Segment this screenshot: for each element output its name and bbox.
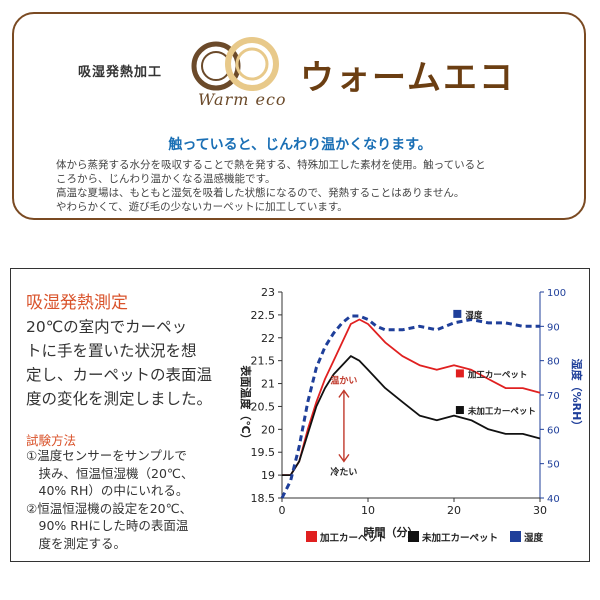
x-tick-label: 30 [533, 504, 547, 517]
brand-name: ウォームエコ [300, 58, 515, 98]
legend-swatch-1 [306, 531, 317, 542]
x-tick-label: 10 [361, 504, 375, 517]
y-axis-label-right: 湿度（%RH） [570, 359, 584, 432]
series-line-3 [280, 314, 540, 499]
x-tick-label: 20 [447, 504, 461, 517]
method-title: 試験方法 [26, 433, 77, 448]
y-tick-label-left: 18.5 [251, 492, 276, 505]
measurement-body-line: 20℃の室内でカーペッ [26, 318, 188, 336]
method-step-line: 挟み、恒温恒湿機（20℃、 [26, 465, 194, 481]
series-line-1 [282, 318, 541, 477]
cold-arrow-head [338, 453, 350, 463]
y-tick-label-left: 23 [261, 286, 275, 299]
y-tick-label-right: 60 [547, 425, 560, 436]
tagline: 触っていると、じんわり温かくなります。 [168, 137, 432, 153]
method-step-line: ②恒温恒湿機の設定を20℃、 [26, 500, 193, 516]
y-tick-label-right: 90 [547, 322, 560, 333]
legend-label-3: 湿度 [524, 532, 544, 544]
warm-eco-info-card [12, 12, 586, 220]
series-marker-1 [455, 369, 464, 378]
series-line-2 [282, 355, 541, 477]
description-line: やわらかくて、遊び毛の少ないカーペットに加工しています。 [56, 201, 348, 213]
y-tick-label-left: 20.5 [251, 400, 276, 413]
logo-ring-tan [225, 37, 279, 91]
legend-label-2: 未加工カーペット [421, 532, 498, 544]
series-marker-3 [453, 309, 462, 318]
x-tick-label: 0 [279, 504, 286, 517]
description-line: 体から蒸発する水分を吸収することで熱を発する、特殊加工した素材を使用。触っている… [56, 159, 486, 171]
y-tick-label-right: 40 [547, 494, 560, 505]
brand-prefix: 吸湿発熱加工 [78, 65, 163, 80]
legend-swatch-3 [510, 531, 521, 542]
measurement-title: 吸湿発熱測定 [26, 293, 128, 313]
legend-swatch-2 [408, 531, 419, 542]
method-step-line: 90% RHにした時の表面温 [26, 518, 189, 533]
logo-ring-tan-inner [235, 47, 269, 81]
warm-eco-logo [191, 37, 279, 91]
cold-label: 冷たい [330, 466, 357, 478]
series-inline-label: 加工カーペット [467, 369, 528, 380]
warm-arrow-head [338, 389, 350, 398]
y-tick-label-left: 19.5 [251, 446, 276, 459]
measurement-body-line: 度の変化を測定しました。 [26, 390, 213, 408]
description-line: ころから、じんわり温かくなる温感機能です。 [56, 173, 276, 185]
measurement-body-line: 定し、カーペットの表面温 [26, 366, 213, 384]
y-tick-label-right: 100 [547, 288, 566, 299]
y-tick-label-left: 20 [261, 423, 275, 436]
x-axis-label: 時間（分） [364, 525, 419, 539]
y-tick-label-right: 80 [547, 357, 560, 368]
method-step-line: 40% RH）の中にいれる。 [26, 483, 189, 498]
series-marker-2 [455, 406, 464, 415]
description-line: 高温な夏場は、もともと湿気を吸着した状態になるので、発熱することはありません。 [56, 187, 465, 199]
measurement-body: 20℃の室内でカーペッ トに手を置いた状況を想 定し、カーペットの表面温 度の変… [26, 315, 212, 411]
temperature-humidity-chart: 18.5 19 19.5 20 20.5 21 21.5 22 22.5 23 40 50 60 70 80… [239, 286, 584, 544]
method-step-line: ①温度センサーをサンプルで [26, 448, 187, 463]
y-tick-label-left: 19 [261, 469, 275, 482]
measurement-body-line: トに手を置いた状況を想 [26, 342, 197, 360]
description: 体から蒸発する水分を吸収することで熱を発する、特殊加工した素材を使用。触っている… [56, 158, 556, 214]
y-tick-label-left: 21 [261, 378, 275, 391]
y-tick-label-left: 22 [261, 332, 275, 345]
legend-label-1: 加工カーペット [319, 532, 387, 544]
series-inline-label: 湿度 [465, 310, 483, 321]
logo-script: Warm eco [198, 90, 287, 109]
y-tick-label-left: 21.5 [251, 355, 276, 368]
y-axis-label-left: 表面温度（℃） [239, 364, 253, 444]
y-tick-label-right: 50 [547, 460, 560, 471]
method-steps: ①温度センサーをサンプルで 挟み、恒温恒湿機（20℃、 40% RH）の中にいれ… [26, 447, 193, 552]
method-step-line: 度を測定する。 [26, 535, 127, 551]
y-tick-label-left: 22.5 [251, 309, 276, 322]
y-tick-label-right: 70 [547, 391, 560, 402]
measurement-panel [10, 268, 590, 562]
warm-label: 温かい [330, 375, 357, 387]
series-inline-label: 未加工カーペット [467, 406, 536, 417]
